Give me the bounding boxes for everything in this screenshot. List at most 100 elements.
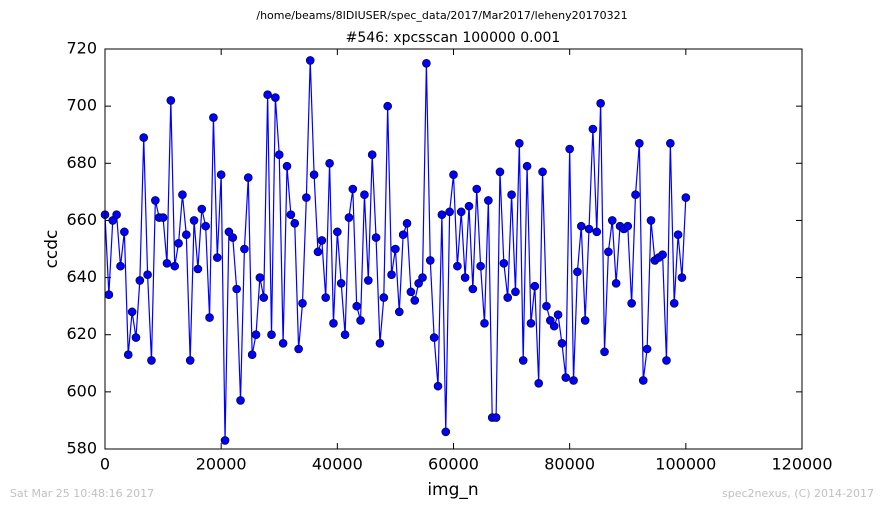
data-point <box>429 333 439 342</box>
data-point <box>185 356 195 365</box>
data-point <box>635 138 644 148</box>
data-point <box>503 293 513 302</box>
data-point <box>131 333 141 342</box>
data-point <box>228 233 238 242</box>
data-point <box>120 227 129 237</box>
data-point <box>139 133 149 142</box>
data-point <box>669 298 679 308</box>
data-point <box>542 301 551 311</box>
data-point <box>398 230 408 240</box>
data-point <box>495 167 505 177</box>
data-point <box>375 338 385 348</box>
data-point <box>604 247 613 257</box>
data-point <box>383 101 392 111</box>
data-point <box>112 210 121 220</box>
data-point <box>410 296 420 305</box>
data-point <box>232 284 241 294</box>
data-point <box>247 350 257 360</box>
data-point <box>220 436 230 445</box>
data-point <box>302 193 311 202</box>
data-point <box>588 124 598 134</box>
y-axis-label: ccdc <box>42 230 62 269</box>
data-point <box>530 281 540 291</box>
y-tick-label: 600 <box>66 381 97 400</box>
x-tick-label: 60000 <box>428 455 479 474</box>
data-point <box>576 221 586 231</box>
data-point <box>325 158 334 168</box>
data-point <box>282 161 292 171</box>
data-point <box>205 313 214 322</box>
data-point <box>251 330 261 340</box>
data-point <box>402 218 412 228</box>
x-tick-label: 100000 <box>655 455 716 474</box>
data-point <box>565 144 574 154</box>
data-point <box>596 98 605 108</box>
x-axis-label: img_n <box>427 480 478 500</box>
data-point <box>178 190 187 200</box>
data-point <box>371 233 381 242</box>
data-point <box>600 347 609 357</box>
data-point <box>425 256 435 265</box>
data-point <box>344 213 354 222</box>
data-point <box>278 338 288 348</box>
data-point <box>162 258 172 268</box>
data-point <box>263 90 272 100</box>
x-tick-label: 80000 <box>544 455 595 474</box>
data-point <box>681 193 691 202</box>
data-point <box>441 427 451 437</box>
data-point <box>437 210 447 220</box>
data-point <box>182 230 191 240</box>
data-point <box>116 261 125 271</box>
data-point <box>456 207 466 217</box>
data-point <box>356 316 365 325</box>
data-point <box>333 227 342 237</box>
data-point <box>673 230 683 240</box>
data-point <box>515 138 524 148</box>
y-tick-label: 700 <box>66 96 97 115</box>
data-point <box>561 373 571 382</box>
data-point <box>267 330 276 340</box>
data-point <box>274 150 284 160</box>
data-point <box>611 278 621 288</box>
data-point <box>317 236 327 245</box>
data-point <box>104 290 114 300</box>
x-tick-label: 20000 <box>196 455 247 474</box>
data-point <box>151 196 160 205</box>
data-point <box>518 356 528 365</box>
y-tick-label: 620 <box>66 324 97 343</box>
data-point <box>209 113 218 122</box>
data-point <box>526 318 536 328</box>
data-point <box>646 216 656 225</box>
data-point <box>522 161 532 171</box>
data-point <box>212 253 222 262</box>
data-point <box>336 278 346 288</box>
data-point <box>367 150 377 160</box>
data-point <box>286 210 296 220</box>
data-point <box>352 301 361 311</box>
data-point <box>143 270 152 280</box>
data-point <box>607 216 617 225</box>
data-point <box>549 321 559 331</box>
data-point <box>569 376 578 385</box>
data-point <box>364 276 373 285</box>
suptitle: /home/beams/8IDIUSER/spec_data/2017/Mar2… <box>256 9 627 22</box>
data-point <box>642 344 652 354</box>
data-point <box>240 244 249 254</box>
footer-left: Sat Mar 25 10:48:16 2017 <box>10 487 154 500</box>
data-point <box>468 284 478 294</box>
data-point <box>189 216 199 225</box>
data-point <box>135 276 145 285</box>
x-tick-label: 0 <box>100 455 110 474</box>
data-point <box>387 270 396 280</box>
data-point <box>491 413 501 422</box>
data-point <box>360 190 369 200</box>
data-point <box>379 293 389 302</box>
data-point <box>666 138 675 148</box>
y-tick-label: 680 <box>66 153 97 172</box>
data-point <box>472 184 482 194</box>
data-point <box>271 93 280 102</box>
x-tick-label: 120000 <box>771 455 832 474</box>
data-point <box>557 338 567 348</box>
plot-frame <box>104 48 803 450</box>
data-point <box>658 250 667 260</box>
